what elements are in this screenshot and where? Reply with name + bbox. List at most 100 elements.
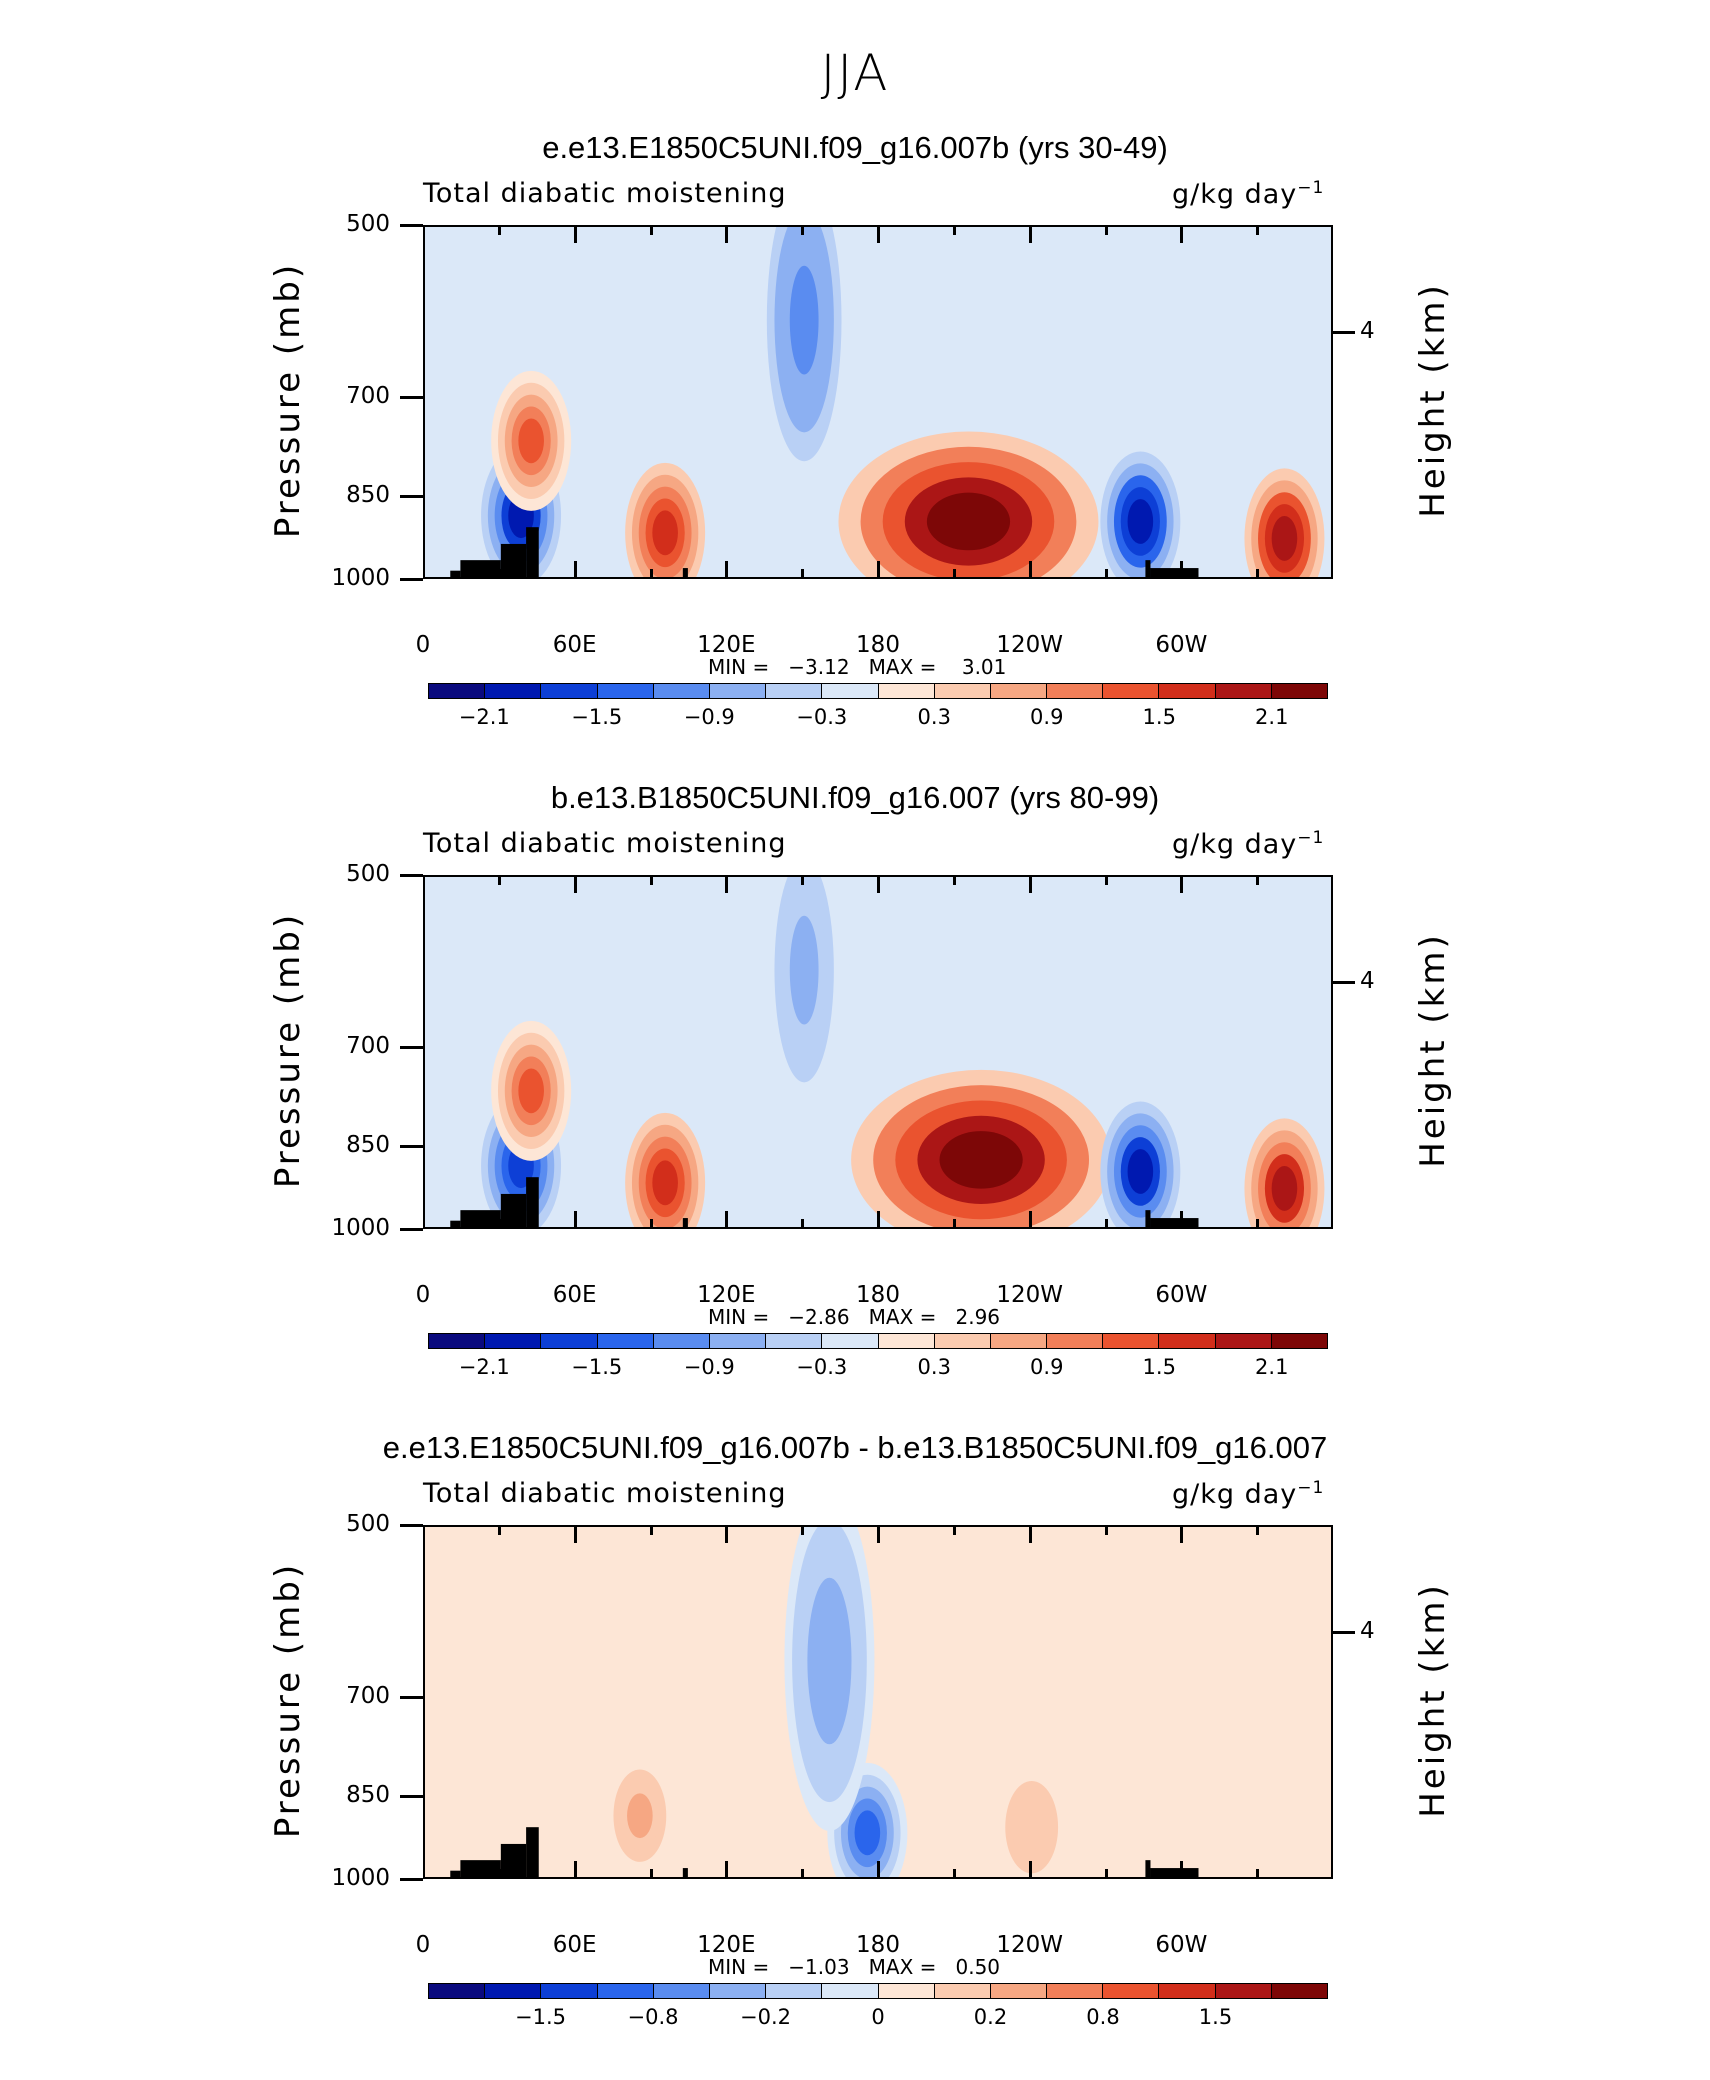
contour-level [518, 1068, 544, 1114]
colorbar-swatch [990, 1334, 1048, 1348]
x-tick-label: 60W [1155, 1282, 1208, 1308]
contour-level [518, 418, 544, 464]
contour-plot [423, 225, 1333, 579]
colorbar-label: −0.8 [627, 2005, 679, 2029]
x-tick-label: 120W [996, 632, 1063, 658]
y2-axis-label: Height (km) [1413, 282, 1453, 518]
topography-block [500, 1193, 527, 1227]
colorbar-swatch [766, 684, 823, 698]
x-tick-label: 120W [996, 1282, 1063, 1308]
x-tick-label: 60W [1155, 632, 1208, 658]
x-tick-mark [952, 875, 956, 885]
x-tick-mark [1028, 1211, 1032, 1229]
colorbar-label: 0.9 [1030, 705, 1064, 729]
colorbar-label: −0.3 [796, 1355, 848, 1379]
colorbar-swatch [1159, 1984, 1216, 1998]
units-text: g/kg day [1172, 1479, 1298, 1510]
y2-tick-label: 4 [1360, 1617, 1375, 1644]
units-exponent: −1 [1297, 178, 1325, 198]
y-tick-mark [400, 1045, 423, 1049]
colorbar-swatch [709, 1984, 767, 1998]
panel-title: e.e13.E1850C5UNI.f09_g16.007b - b.e13.B1… [382, 1430, 1328, 1465]
x-tick-label: 0 [415, 632, 431, 658]
contour-level [1271, 1166, 1298, 1211]
y-axis-label: Pressure (mb) [268, 261, 308, 539]
x-tick-mark [497, 1869, 501, 1879]
colorbar-label: −0.2 [740, 2005, 791, 2029]
variable-label: Total diabatic moistening [423, 1478, 787, 1509]
y2-axis-label: Height (km) [1413, 932, 1453, 1168]
colorbar-swatch [766, 1984, 823, 1998]
x-tick-mark [801, 1525, 805, 1535]
x-tick-label: 60E [552, 1282, 597, 1308]
contour-field [425, 877, 1331, 1227]
y-axis-label: Pressure (mb) [268, 911, 308, 1189]
y-tick-mark [400, 395, 423, 399]
x-tick-mark [497, 1525, 501, 1535]
colorbar-label: 0.2 [973, 2005, 1008, 2029]
min-max-stats: MIN = −1.03 MAX = 0.50 [708, 1955, 1001, 1979]
colorbar-swatch [1215, 1334, 1272, 1348]
contour-feature [1100, 1101, 1181, 1227]
colorbar-label: −2.1 [458, 1355, 510, 1379]
x-tick-label: 180 [856, 632, 900, 658]
panel-title: e.e13.E1850C5UNI.f09_g16.007b (yrs 30-49… [542, 130, 1168, 165]
x-tick-mark [1256, 1869, 1260, 1879]
y-tick-mark [400, 1524, 423, 1527]
topography-block [526, 527, 539, 577]
x-tick-label: 180 [856, 1282, 900, 1308]
x-tick-mark [573, 1861, 577, 1879]
topography-mask [450, 527, 1199, 577]
x-tick-mark [573, 1525, 577, 1543]
y-tick-mark [400, 224, 423, 227]
colorbar-swatch [653, 1334, 710, 1348]
colorbar-label: −1.5 [571, 705, 623, 729]
y2-tick-label: 4 [1360, 317, 1375, 344]
min-max-stats: MIN = −3.12 MAX = 3.01 [708, 655, 1007, 679]
x-tick-mark [1256, 875, 1260, 885]
x-tick-mark [1256, 1525, 1260, 1535]
x-tick-label: 120E [697, 1282, 756, 1308]
colorbar-swatch [1271, 1334, 1327, 1348]
x-tick-mark [1180, 1211, 1184, 1229]
x-tick-mark [725, 1211, 729, 1229]
x-tick-mark [573, 875, 577, 893]
colorbar-label: 1.5 [1142, 705, 1176, 729]
contour-feature [491, 1020, 572, 1161]
y-tick-label: 850 [346, 481, 390, 508]
colorbar-swatch [990, 684, 1048, 698]
x-tick-mark [952, 1219, 956, 1229]
y-tick-mark [400, 1228, 423, 1231]
contour-level [939, 1131, 1023, 1189]
colorbar-swatch [429, 1334, 486, 1348]
units-label: g/kg day−1 [1172, 178, 1324, 210]
contour-plot [423, 1525, 1333, 1879]
x-tick-mark [1180, 875, 1184, 893]
variable-label: Total diabatic moistening [423, 178, 787, 209]
colorbar-swatch [1103, 1984, 1160, 1998]
colorbar-swatch [597, 1984, 654, 1998]
x-tick-mark [801, 569, 805, 579]
x-tick-mark [1180, 1861, 1184, 1879]
x-tick-mark [952, 225, 956, 235]
colorbar-label: 0.9 [1030, 1355, 1064, 1379]
y-tick-mark [400, 1695, 423, 1699]
y-axis-label: Pressure (mb) [268, 1561, 308, 1839]
x-tick-mark [877, 1861, 880, 1879]
variable-label: Total diabatic moistening [423, 828, 787, 859]
x-tick-mark [573, 1211, 577, 1229]
colorbar-swatch [485, 684, 542, 698]
topography-block [1145, 1210, 1151, 1227]
x-tick-mark [649, 1869, 653, 1879]
colorbar-swatch [1159, 684, 1216, 698]
colorbar [428, 1983, 1328, 1999]
colorbar-label: 2.1 [1255, 1355, 1289, 1379]
y-tick-mark [400, 1878, 423, 1881]
x-tick-mark [1028, 225, 1032, 243]
y-tick-mark [400, 494, 423, 498]
units-text: g/kg day [1172, 179, 1298, 210]
x-tick-mark [497, 875, 501, 885]
colorbar-swatch [766, 1334, 823, 1348]
x-tick-mark [497, 1219, 501, 1229]
y2-axis-label: Height (km) [1413, 1582, 1453, 1818]
